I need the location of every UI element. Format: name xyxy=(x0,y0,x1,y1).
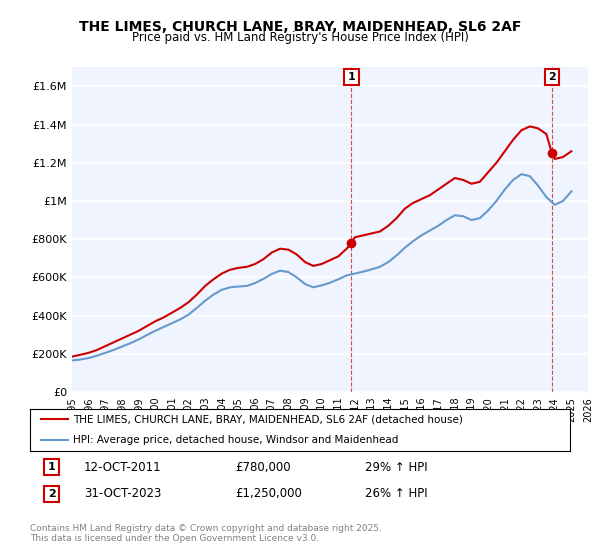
Text: 1: 1 xyxy=(48,462,55,472)
Text: 2: 2 xyxy=(48,489,55,499)
Text: 1: 1 xyxy=(347,72,355,82)
Text: 12-OCT-2011: 12-OCT-2011 xyxy=(84,460,161,474)
Text: £780,000: £780,000 xyxy=(235,460,291,474)
Text: £1,250,000: £1,250,000 xyxy=(235,487,302,501)
Text: 31-OCT-2023: 31-OCT-2023 xyxy=(84,487,161,501)
Text: 29% ↑ HPI: 29% ↑ HPI xyxy=(365,460,427,474)
Text: THE LIMES, CHURCH LANE, BRAY, MAIDENHEAD, SL6 2AF (detached house): THE LIMES, CHURCH LANE, BRAY, MAIDENHEAD… xyxy=(73,414,463,424)
Text: Price paid vs. HM Land Registry's House Price Index (HPI): Price paid vs. HM Land Registry's House … xyxy=(131,31,469,44)
Text: 2: 2 xyxy=(548,72,556,82)
Text: THE LIMES, CHURCH LANE, BRAY, MAIDENHEAD, SL6 2AF: THE LIMES, CHURCH LANE, BRAY, MAIDENHEAD… xyxy=(79,20,521,34)
Text: 26% ↑ HPI: 26% ↑ HPI xyxy=(365,487,427,501)
Text: Contains HM Land Registry data © Crown copyright and database right 2025.
This d: Contains HM Land Registry data © Crown c… xyxy=(30,524,382,543)
Text: HPI: Average price, detached house, Windsor and Maidenhead: HPI: Average price, detached house, Wind… xyxy=(73,435,398,445)
